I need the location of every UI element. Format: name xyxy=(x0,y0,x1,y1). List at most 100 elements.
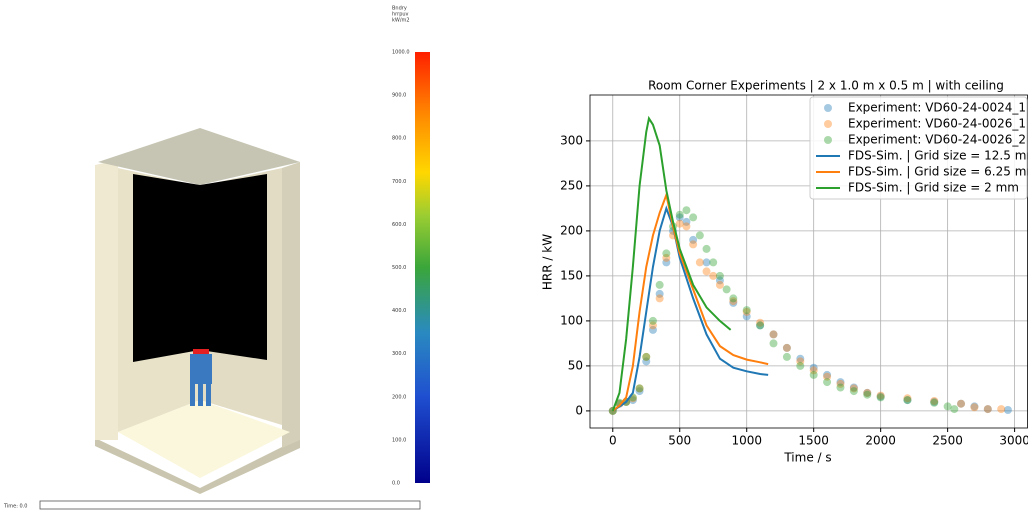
data-point xyxy=(695,231,704,240)
data-point xyxy=(662,249,671,258)
data-point xyxy=(702,267,711,276)
y-axis-label: HRR / kW xyxy=(541,234,555,290)
colorbar-tick-label: 800.0 xyxy=(392,136,406,142)
data-point xyxy=(983,405,992,414)
data-point xyxy=(997,405,1006,414)
data-point xyxy=(655,289,664,298)
colorbar-tick-label: 300.0 xyxy=(392,351,406,357)
burner-leg xyxy=(206,384,211,406)
data-point xyxy=(675,213,684,222)
data-point xyxy=(648,325,657,334)
data-point xyxy=(930,398,939,407)
data-point xyxy=(836,378,845,387)
legend-label: FDS-Sim. | Grid size = 6.25 mm xyxy=(848,165,1028,179)
data-point xyxy=(823,370,832,379)
data-point xyxy=(635,384,644,393)
data-point xyxy=(648,316,657,325)
data-point xyxy=(655,294,664,303)
legend-marker xyxy=(824,120,832,128)
colorbar xyxy=(415,52,430,483)
data-point xyxy=(635,387,644,396)
data-point xyxy=(823,378,832,387)
legend-marker xyxy=(824,104,832,112)
data-point xyxy=(628,396,637,405)
legend-label: Experiment: VD60-24-0024_1 xyxy=(848,101,1026,115)
data-point xyxy=(675,210,684,219)
data-point xyxy=(642,352,651,361)
y-tick-label: 250 xyxy=(560,178,583,192)
data-point xyxy=(742,306,751,315)
data-point xyxy=(655,280,664,289)
data-point xyxy=(943,402,952,411)
data-point xyxy=(782,352,791,361)
data-point xyxy=(642,352,651,361)
data-point xyxy=(715,276,724,285)
colorbar-title: Bndry xyxy=(392,6,407,12)
colorbar-tick-label: 400.0 xyxy=(392,308,406,314)
data-point xyxy=(796,354,805,363)
ceiling xyxy=(98,128,300,185)
time-slider[interactable] xyxy=(39,500,421,510)
colorbar-tick-label: 100.0 xyxy=(392,437,406,443)
y-tick-label: 0 xyxy=(575,403,583,417)
legend-marker xyxy=(824,136,832,144)
data-point xyxy=(742,307,751,316)
data-point xyxy=(849,387,858,396)
data-point xyxy=(702,258,711,267)
data-point xyxy=(836,379,845,388)
data-point xyxy=(930,397,939,406)
data-point xyxy=(1003,406,1012,414)
colorbar-tick-label: 1000.0 xyxy=(392,50,410,56)
data-point xyxy=(702,244,711,253)
data-point xyxy=(863,388,872,397)
data-point xyxy=(782,343,791,352)
data-point xyxy=(729,297,738,306)
burner-top xyxy=(193,349,209,354)
data-point xyxy=(715,280,724,289)
data-point xyxy=(863,388,872,397)
data-point xyxy=(756,321,765,330)
legend-label: Experiment: VD60-24-0026_1 xyxy=(848,117,1026,131)
data-point xyxy=(903,396,912,405)
data-point xyxy=(809,366,818,375)
data-point xyxy=(876,393,885,402)
line-series xyxy=(611,115,732,412)
y-tick-label: 200 xyxy=(560,223,583,237)
legend-label: FDS-Sim. | Grid size = 12.5 mm xyxy=(848,149,1028,163)
y-tick-label: 100 xyxy=(560,313,583,327)
colorbar-tick-label: 0.0 xyxy=(392,481,400,487)
data-point xyxy=(729,298,738,307)
y-tick-label: 300 xyxy=(560,133,583,147)
data-point xyxy=(695,258,704,267)
time-label: Time: 0.0 xyxy=(3,504,27,510)
x-tick-label: 2000 xyxy=(865,434,896,448)
data-point xyxy=(863,390,872,399)
data-point xyxy=(796,361,805,370)
data-point xyxy=(662,253,671,262)
burner xyxy=(190,354,212,384)
data-point xyxy=(769,330,778,339)
data-point xyxy=(756,321,765,330)
legend-label: Experiment: VD60-24-0026_2 xyxy=(848,133,1026,147)
data-point xyxy=(715,271,724,280)
floor xyxy=(118,400,290,478)
data-point xyxy=(983,405,992,414)
data-point xyxy=(903,394,912,403)
data-point xyxy=(809,370,818,379)
colorbar-tick-label: 700.0 xyxy=(392,179,406,185)
data-point xyxy=(642,357,651,366)
data-point xyxy=(709,258,718,267)
legend-label: FDS-Sim. | Grid size = 2 mm xyxy=(848,181,1019,195)
data-point xyxy=(876,392,885,401)
chart-panel: 0 500 1000 1500 2000 2500 3000 0 50 100 150 200 250 3… xyxy=(541,79,1028,465)
left-wall-front xyxy=(95,160,118,440)
data-point xyxy=(648,321,657,330)
x-tick-label: 0 xyxy=(609,434,617,448)
data-point xyxy=(662,258,671,267)
colorbar-tick-label: 500.0 xyxy=(392,265,406,271)
data-point xyxy=(729,294,738,303)
data-point xyxy=(876,391,885,400)
